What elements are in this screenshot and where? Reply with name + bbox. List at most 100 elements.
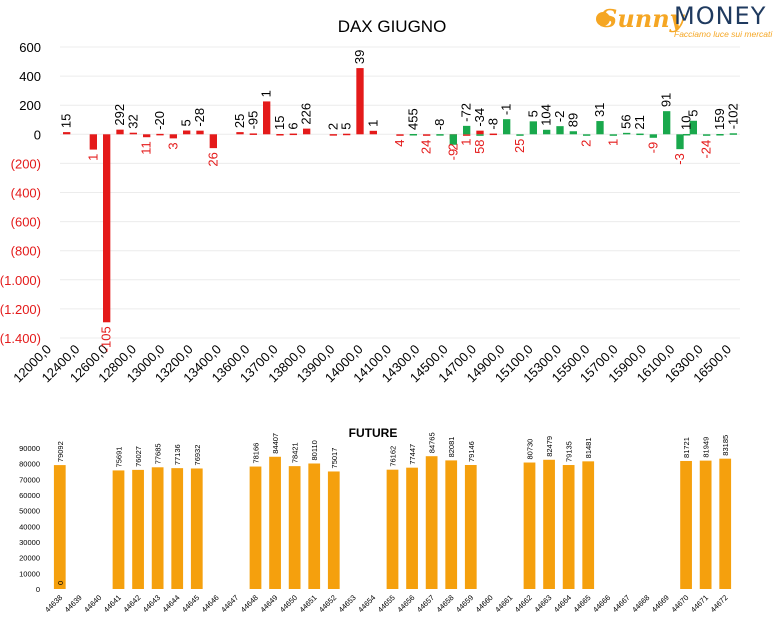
x-tick-label: 44667 bbox=[611, 593, 632, 614]
future-data-label: 78421 bbox=[291, 442, 300, 463]
future-bar bbox=[719, 458, 732, 589]
x-tick-label: 44657 bbox=[415, 593, 436, 614]
dax-data-label: -34 bbox=[472, 108, 487, 127]
future-bar bbox=[464, 465, 477, 589]
future-data-label: 81481 bbox=[584, 437, 593, 458]
dax-data-label: 56 bbox=[619, 114, 634, 128]
x-tick-label: 44651 bbox=[298, 593, 319, 614]
dax-bar bbox=[476, 134, 484, 136]
x-tick-label: 44640 bbox=[82, 593, 103, 614]
future-data-label: 76162 bbox=[389, 446, 398, 467]
y-tick-label: 70000 bbox=[19, 475, 40, 484]
dax-data-label: 89 bbox=[565, 113, 580, 127]
future-bar bbox=[269, 456, 281, 589]
x-tick-label: 44646 bbox=[200, 593, 221, 614]
dax-bar bbox=[596, 121, 604, 135]
future-bar bbox=[288, 466, 301, 589]
dax-bar bbox=[683, 134, 691, 136]
y-tick-label: 600 bbox=[19, 40, 41, 55]
x-tick-label: 44670 bbox=[669, 593, 690, 614]
dax-data-label: -1 bbox=[499, 104, 514, 116]
x-tick-label: 44668 bbox=[630, 593, 651, 614]
y-tick-label: (600) bbox=[11, 215, 41, 230]
future-data-label: 82479 bbox=[545, 436, 554, 457]
dax-data-label: 2 bbox=[325, 123, 340, 130]
dax-data-label: 1 bbox=[605, 139, 620, 146]
y-tick-label: 20000 bbox=[19, 554, 40, 563]
dax-data-label: -8 bbox=[432, 119, 447, 131]
future-data-label: 77685 bbox=[154, 443, 163, 464]
logo-brand-right: MONEY bbox=[674, 2, 767, 30]
dax-bar bbox=[436, 134, 444, 136]
dax-data-label: 32 bbox=[125, 114, 140, 128]
dax-bar bbox=[143, 134, 151, 138]
dax-bar bbox=[689, 120, 697, 135]
dax-bar bbox=[396, 134, 404, 136]
dax-bar bbox=[569, 131, 577, 135]
dax-data-label: 159 bbox=[712, 108, 727, 130]
future-bar bbox=[543, 459, 555, 589]
dax-data-label: 1 bbox=[459, 138, 474, 145]
x-tick-label: 44639 bbox=[63, 593, 84, 614]
dax-bar bbox=[209, 134, 217, 149]
dax-data-label: 1 bbox=[259, 90, 274, 97]
future-bar bbox=[680, 460, 692, 589]
dax-data-label: 5 bbox=[685, 110, 700, 117]
dax-data-label: 1 bbox=[85, 154, 100, 161]
future-data-label: 81949 bbox=[702, 437, 711, 458]
future-bar bbox=[582, 461, 595, 589]
future-bar bbox=[386, 469, 399, 589]
future-data-label: 75691 bbox=[115, 447, 124, 468]
dax-data-label: -28 bbox=[192, 108, 207, 127]
x-tick-label: 44660 bbox=[474, 593, 495, 614]
dax-bar bbox=[196, 130, 204, 135]
future-zero-label: 0 bbox=[56, 581, 65, 585]
dax-data-label: -20 bbox=[152, 111, 167, 130]
dax-bar bbox=[649, 134, 657, 138]
dax-data-label: 11 bbox=[139, 141, 154, 155]
x-tick-label: 44658 bbox=[435, 593, 456, 614]
dax-bar bbox=[116, 129, 124, 135]
x-tick-label: 44641 bbox=[102, 593, 123, 614]
future-bar bbox=[151, 467, 164, 589]
dax-bar bbox=[463, 125, 471, 135]
y-tick-label: (1.200) bbox=[0, 302, 41, 317]
future-data-label: 79135 bbox=[565, 441, 574, 462]
dax-giugno-chart: DAX GIUGNO 600 400 200 0 (200) (400) (600) (800)… bbox=[0, 17, 740, 385]
dax-bar bbox=[169, 134, 177, 139]
dax-data-label: -2 bbox=[552, 111, 567, 123]
dax-bar bbox=[423, 134, 431, 136]
dax-data-label: 2 bbox=[579, 140, 594, 147]
sun-icon bbox=[596, 12, 610, 26]
dax-bar bbox=[609, 134, 617, 136]
future-bar bbox=[562, 465, 575, 589]
dax-bar bbox=[249, 133, 257, 135]
future-bar bbox=[445, 460, 458, 589]
dax-data-label: 15 bbox=[272, 116, 287, 130]
future-bar bbox=[523, 462, 536, 589]
dax-data-label: -3 bbox=[672, 153, 687, 165]
x-tick-label: 44672 bbox=[709, 593, 730, 614]
dax-bar bbox=[369, 130, 377, 135]
future-data-label: 75017 bbox=[330, 448, 339, 469]
x-tick-label: 44638 bbox=[43, 593, 64, 614]
dax-data-label: -105 bbox=[99, 326, 114, 352]
y-tick-label: 60000 bbox=[19, 491, 40, 500]
x-tick-label: 44649 bbox=[258, 593, 279, 614]
future-data-label: 79146 bbox=[467, 441, 476, 462]
dax-bar bbox=[303, 128, 311, 135]
x-tick-label: 44656 bbox=[395, 593, 416, 614]
x-tick-label: 44642 bbox=[121, 593, 142, 614]
dax-bar bbox=[716, 134, 724, 136]
x-tick-label: 44644 bbox=[161, 593, 182, 614]
y-tick-label: (200) bbox=[11, 156, 41, 171]
future-data-label: 84765 bbox=[428, 432, 437, 453]
dax-data-label: 21 bbox=[632, 115, 647, 129]
dax-data-label: -8 bbox=[485, 118, 500, 130]
dax-bar bbox=[636, 133, 644, 136]
x-tick-label: 44662 bbox=[513, 593, 534, 614]
dax-bar bbox=[409, 134, 417, 136]
future-data-label: 82081 bbox=[447, 437, 456, 458]
dax-data-label: 25 bbox=[232, 114, 247, 128]
dax-data-label: 1 bbox=[365, 120, 380, 127]
